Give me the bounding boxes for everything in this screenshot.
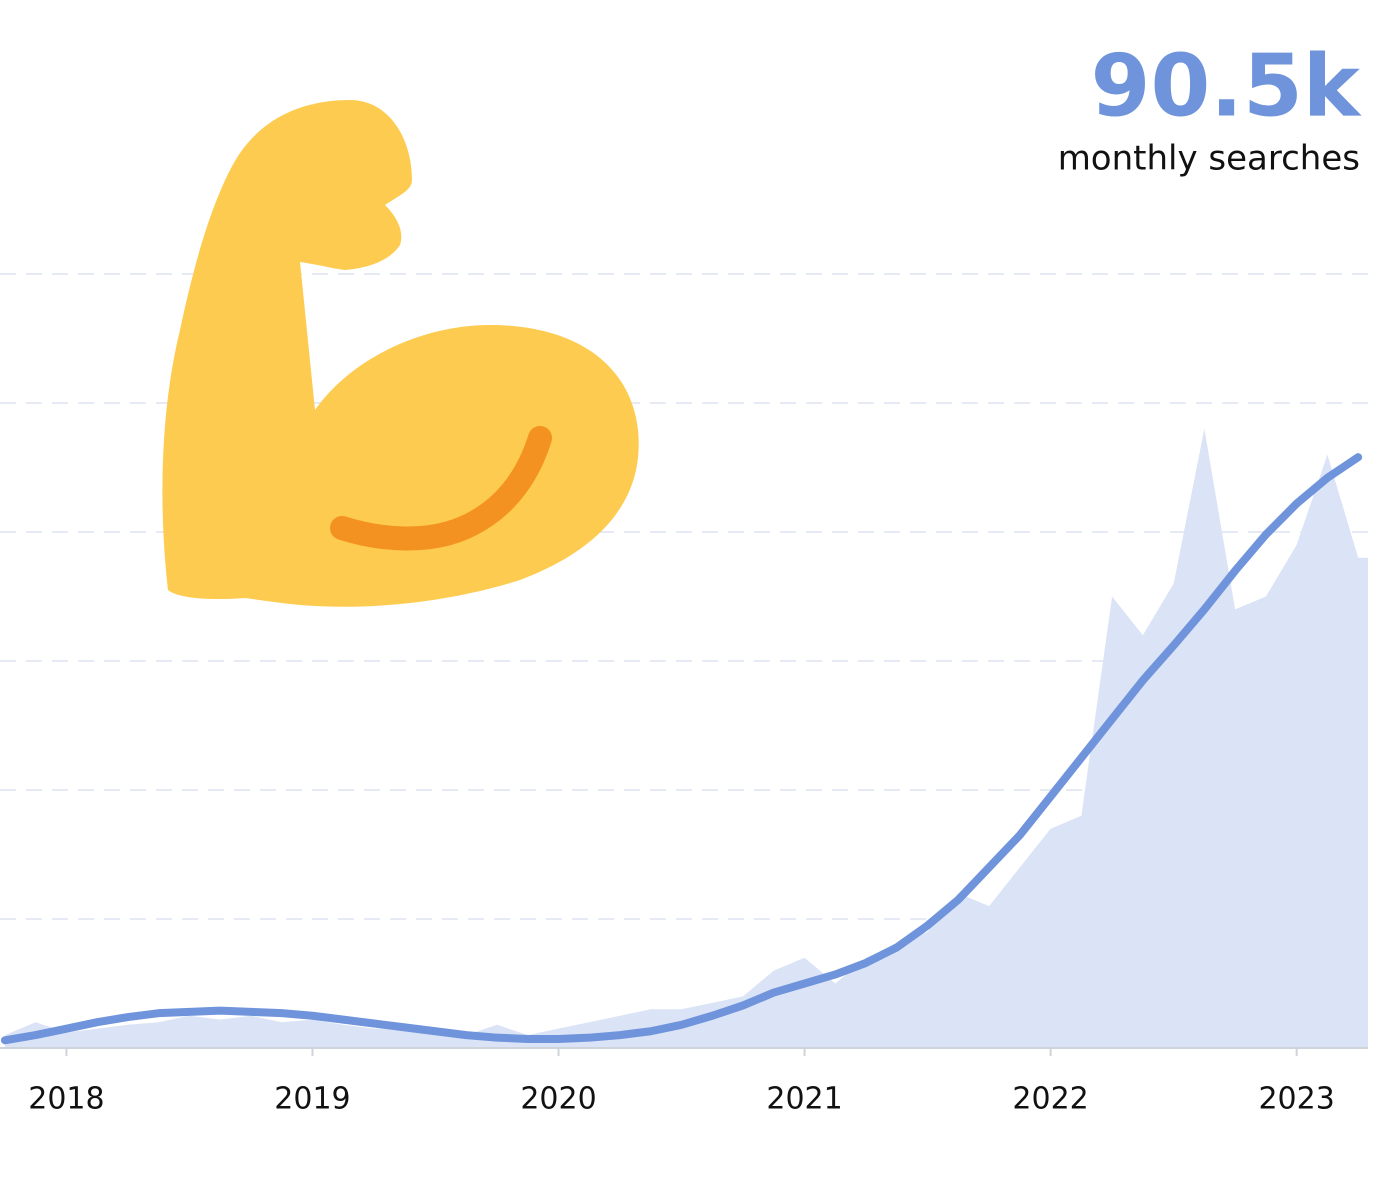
search-volume-area bbox=[4, 428, 1368, 1048]
x-tick-label: 2020 bbox=[520, 1082, 596, 1117]
x-tick-label: 2023 bbox=[1258, 1082, 1334, 1117]
trend-line bbox=[0, 453, 1363, 1045]
x-tick-label: 2021 bbox=[766, 1082, 842, 1117]
x-tick-label: 2018 bbox=[28, 1082, 104, 1117]
x-tick-label: 2022 bbox=[1012, 1082, 1088, 1117]
headline: 90.5k bbox=[1091, 36, 1362, 136]
subtitle: monthly searches bbox=[1058, 139, 1360, 179]
x-tick-label: 2019 bbox=[274, 1082, 350, 1117]
flexed-biceps-icon bbox=[162, 100, 639, 607]
